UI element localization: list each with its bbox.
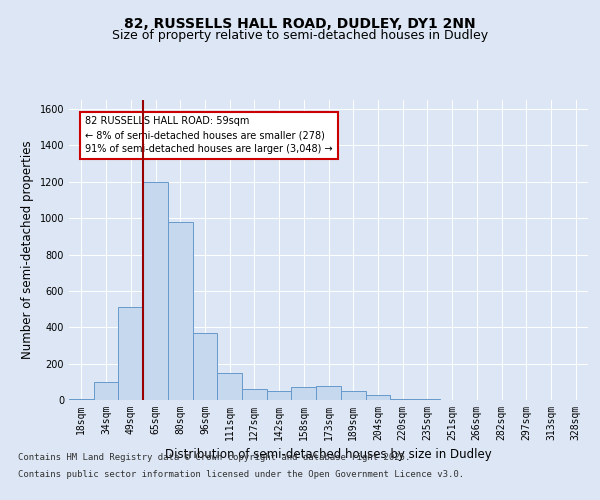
Bar [94, 382, 118, 400]
Bar [168, 222, 193, 400]
Bar [365, 396, 390, 400]
Text: Size of property relative to semi-detached houses in Dudley: Size of property relative to semi-detach… [112, 29, 488, 42]
Bar [316, 386, 341, 400]
Bar [267, 391, 292, 400]
Bar [118, 308, 143, 400]
Bar [217, 372, 242, 400]
Y-axis label: Number of semi-detached properties: Number of semi-detached properties [21, 140, 34, 360]
Text: Contains HM Land Registry data © Crown copyright and database right 2025.: Contains HM Land Registry data © Crown c… [18, 454, 410, 462]
Bar [341, 391, 365, 400]
Bar [292, 388, 316, 400]
Bar [69, 399, 94, 400]
Bar [390, 398, 415, 400]
X-axis label: Distribution of semi-detached houses by size in Dudley: Distribution of semi-detached houses by … [165, 448, 492, 462]
Text: Contains public sector information licensed under the Open Government Licence v3: Contains public sector information licen… [18, 470, 464, 479]
Text: 82, RUSSELLS HALL ROAD, DUDLEY, DY1 2NN: 82, RUSSELLS HALL ROAD, DUDLEY, DY1 2NN [124, 18, 476, 32]
Bar [193, 332, 217, 400]
Text: 82 RUSSELLS HALL ROAD: 59sqm
← 8% of semi-detached houses are smaller (278)
91% : 82 RUSSELLS HALL ROAD: 59sqm ← 8% of sem… [85, 116, 332, 154]
Bar [242, 389, 267, 400]
Bar [143, 182, 168, 400]
